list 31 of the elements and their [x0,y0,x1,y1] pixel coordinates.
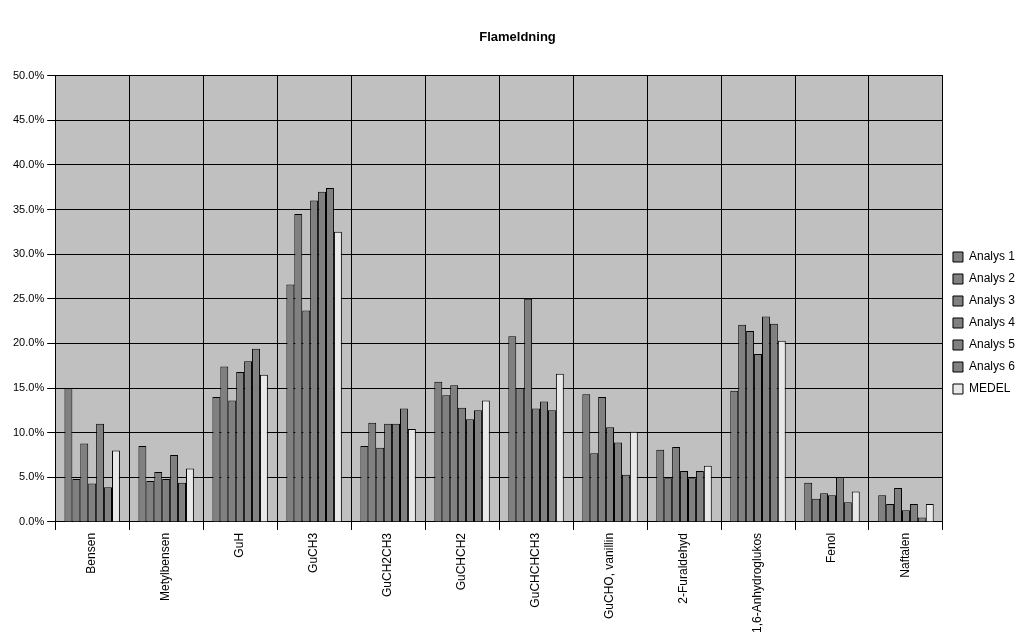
y-tick-label: 40.0% [12,157,45,170]
x-tick-label: GuCHCH2 [454,532,469,591]
y-tick-label: 10.0% [12,425,45,438]
x-tick-label: Naftalen [898,532,913,578]
y-tick-label: 20.0% [12,336,45,349]
y-tick-label: 25.0% [12,291,45,304]
y-tick-label: 15.0% [12,381,45,394]
x-tick-label: Metylbensen [158,532,173,601]
x-tick-label: Bensen [84,532,99,574]
y-tick-label: 35.0% [12,202,45,215]
x-tick-label: GuCHCHCH3 [528,532,543,608]
x-tick-label: GuCH3 [306,532,321,573]
y-tick-label: 45.0% [12,113,45,126]
chart-title: Flameldning [479,29,556,45]
legend-label: Analys 3 [968,293,1016,308]
legend-label: Analys 5 [968,337,1016,352]
x-tick-label: GuH [232,532,247,558]
y-tick-label: 30.0% [12,247,45,260]
x-tick-label: GuCHO, vanillin [602,532,617,619]
y-tick-label: 0.0% [19,514,45,527]
x-tick-label: 2-Furaldehyd [676,532,691,604]
x-tick-label: Fenol [824,532,839,563]
legend-label: MEDEL [968,381,1011,396]
legend-label: Analys 4 [968,315,1016,330]
x-tick-label: GuCH2CH3 [380,532,395,597]
legend-label: Analys 2 [968,271,1016,286]
y-tick-label: 50.0% [12,68,45,81]
legend-label: Analys 1 [968,249,1016,264]
x-tick-label: 1,6-Anhydroglukos [750,532,765,633]
y-tick-label: 5.0% [19,470,45,483]
legend-label: Analys 6 [968,359,1016,374]
